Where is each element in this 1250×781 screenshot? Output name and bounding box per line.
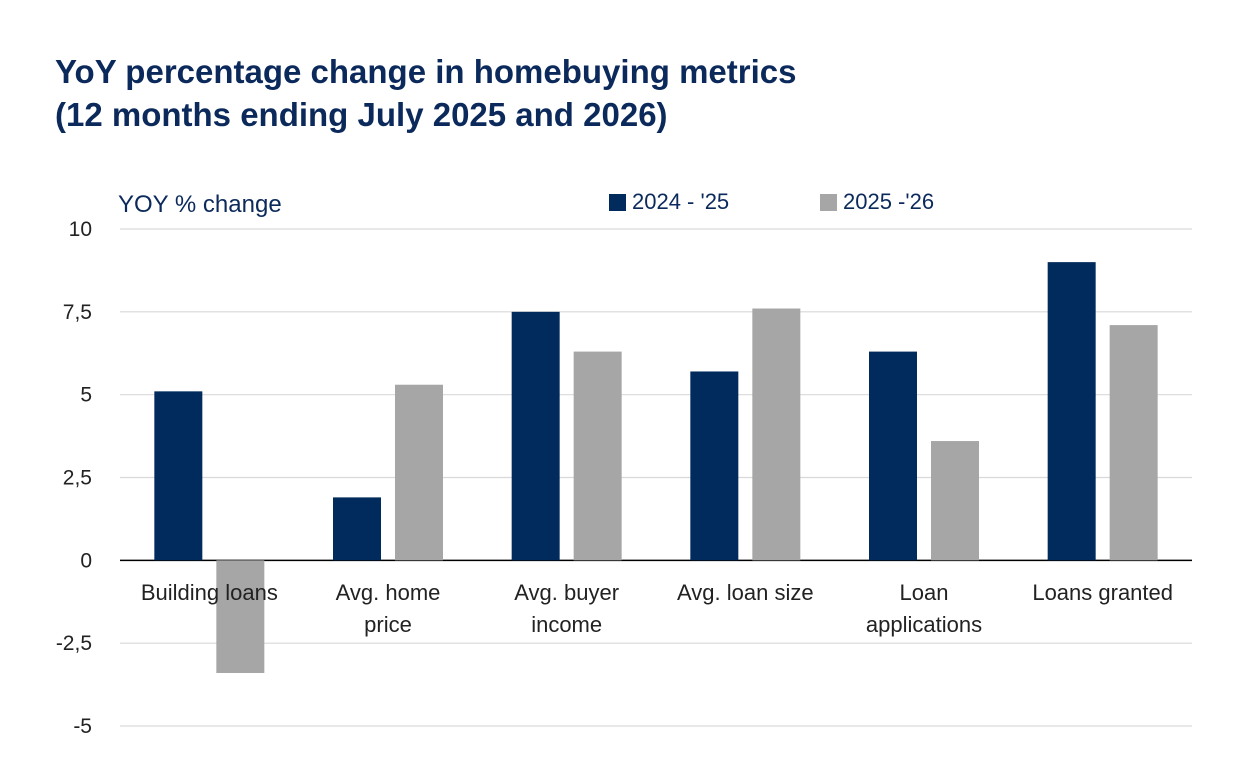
category-label: Loans granted bbox=[1032, 580, 1173, 605]
category-label: Building loans bbox=[141, 580, 278, 605]
y-tick-label: 10 bbox=[69, 218, 92, 241]
legend: 2024 - '25 2025 -'26 bbox=[609, 189, 934, 214]
category-label: Avg. home price bbox=[336, 580, 441, 637]
category-label: Loan applications bbox=[866, 580, 982, 637]
y-tick-label: -5 bbox=[73, 715, 92, 738]
y-tick-labels: 10 7,5 5 2,5 0 -2,5 -5 bbox=[56, 218, 92, 738]
gridlines bbox=[120, 228, 1192, 727]
y-axis-label: YOY % change bbox=[118, 191, 282, 218]
bar-series-2 bbox=[752, 308, 801, 561]
y-tick-label: 7,5 bbox=[63, 301, 92, 324]
category-label: Avg. loan size bbox=[677, 580, 814, 605]
category-label: Avg. buyer income bbox=[514, 580, 619, 637]
bar-series-1 bbox=[1047, 262, 1096, 561]
bar-series-1 bbox=[511, 311, 560, 561]
bar-series-2 bbox=[573, 351, 622, 561]
legend-swatch-series-1 bbox=[609, 194, 626, 211]
legend-swatch-series-2 bbox=[820, 194, 837, 211]
category-labels: Building loans Avg. home price Avg. buyer in… bbox=[141, 580, 1173, 637]
chart-title-block: YoY percentage change in homebuying metr… bbox=[55, 50, 796, 136]
bar-series-1 bbox=[154, 391, 203, 561]
bar-series-1 bbox=[333, 497, 381, 561]
legend-label-series-2: 2025 -'26 bbox=[843, 189, 934, 214]
chart-title: YoY percentage change in homebuying metr… bbox=[55, 53, 797, 90]
bar-series-1 bbox=[690, 371, 739, 561]
bars bbox=[154, 262, 1158, 673]
chart-subtitle: (12 months ending July 2025 and 2026) bbox=[55, 96, 668, 133]
bar-series-2 bbox=[395, 384, 443, 561]
y-tick-label: 0 bbox=[80, 549, 92, 572]
y-tick-label: 5 bbox=[80, 384, 92, 407]
legend-label-series-1: 2024 - '25 bbox=[632, 189, 729, 214]
bar-series-1 bbox=[869, 351, 917, 561]
bar-series-2 bbox=[1109, 325, 1158, 561]
y-tick-label: -2,5 bbox=[56, 632, 92, 655]
y-tick-label: 2,5 bbox=[63, 467, 92, 490]
bar-series-2 bbox=[931, 441, 979, 561]
bar-series-2 bbox=[216, 560, 265, 673]
